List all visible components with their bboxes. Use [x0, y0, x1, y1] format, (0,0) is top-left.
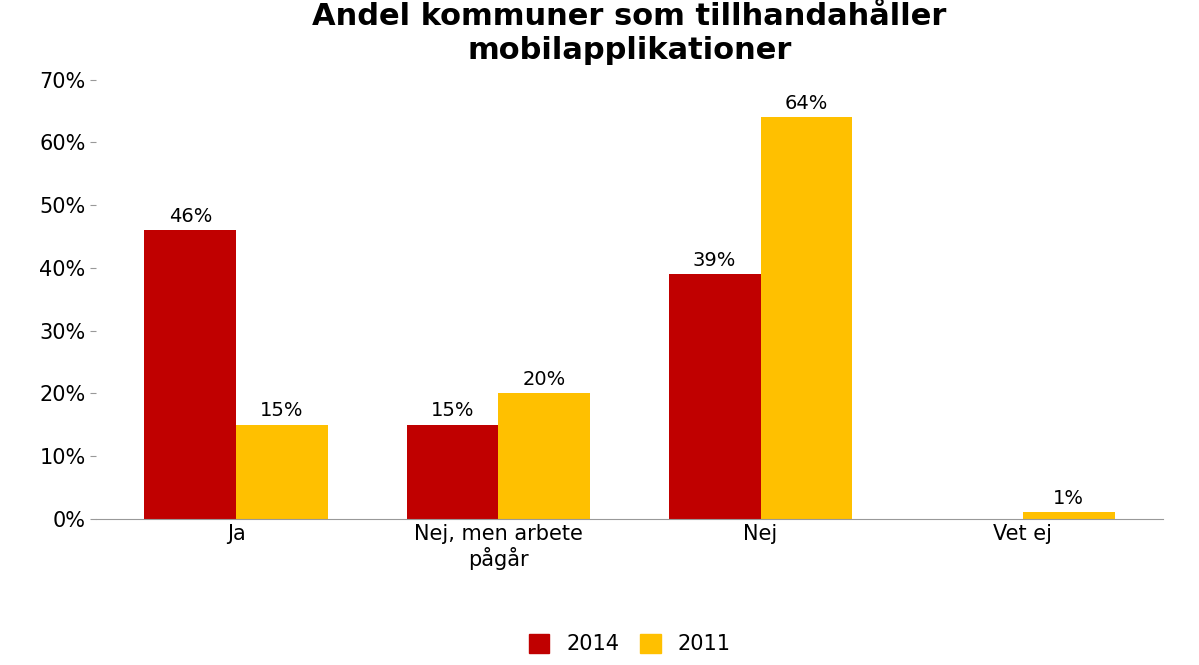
Text: 46%: 46%: [169, 207, 212, 226]
Bar: [760, 118, 852, 519]
Text: 20%: 20%: [523, 370, 566, 389]
Bar: [1023, 513, 1115, 519]
Bar: [499, 393, 590, 519]
Bar: [236, 425, 329, 519]
Text: 1%: 1%: [1053, 489, 1084, 508]
Legend: 2014, 2011: 2014, 2011: [520, 626, 739, 663]
Bar: [144, 230, 236, 519]
Text: 15%: 15%: [430, 401, 475, 420]
Bar: [406, 425, 499, 519]
Text: 15%: 15%: [260, 401, 303, 420]
Text: 39%: 39%: [693, 251, 736, 270]
Title: Andel kommuner som tillhandahåller
mobilapplikationer: Andel kommuner som tillhandahåller mobil…: [312, 3, 947, 65]
Bar: [669, 274, 760, 519]
Text: 64%: 64%: [785, 94, 829, 113]
